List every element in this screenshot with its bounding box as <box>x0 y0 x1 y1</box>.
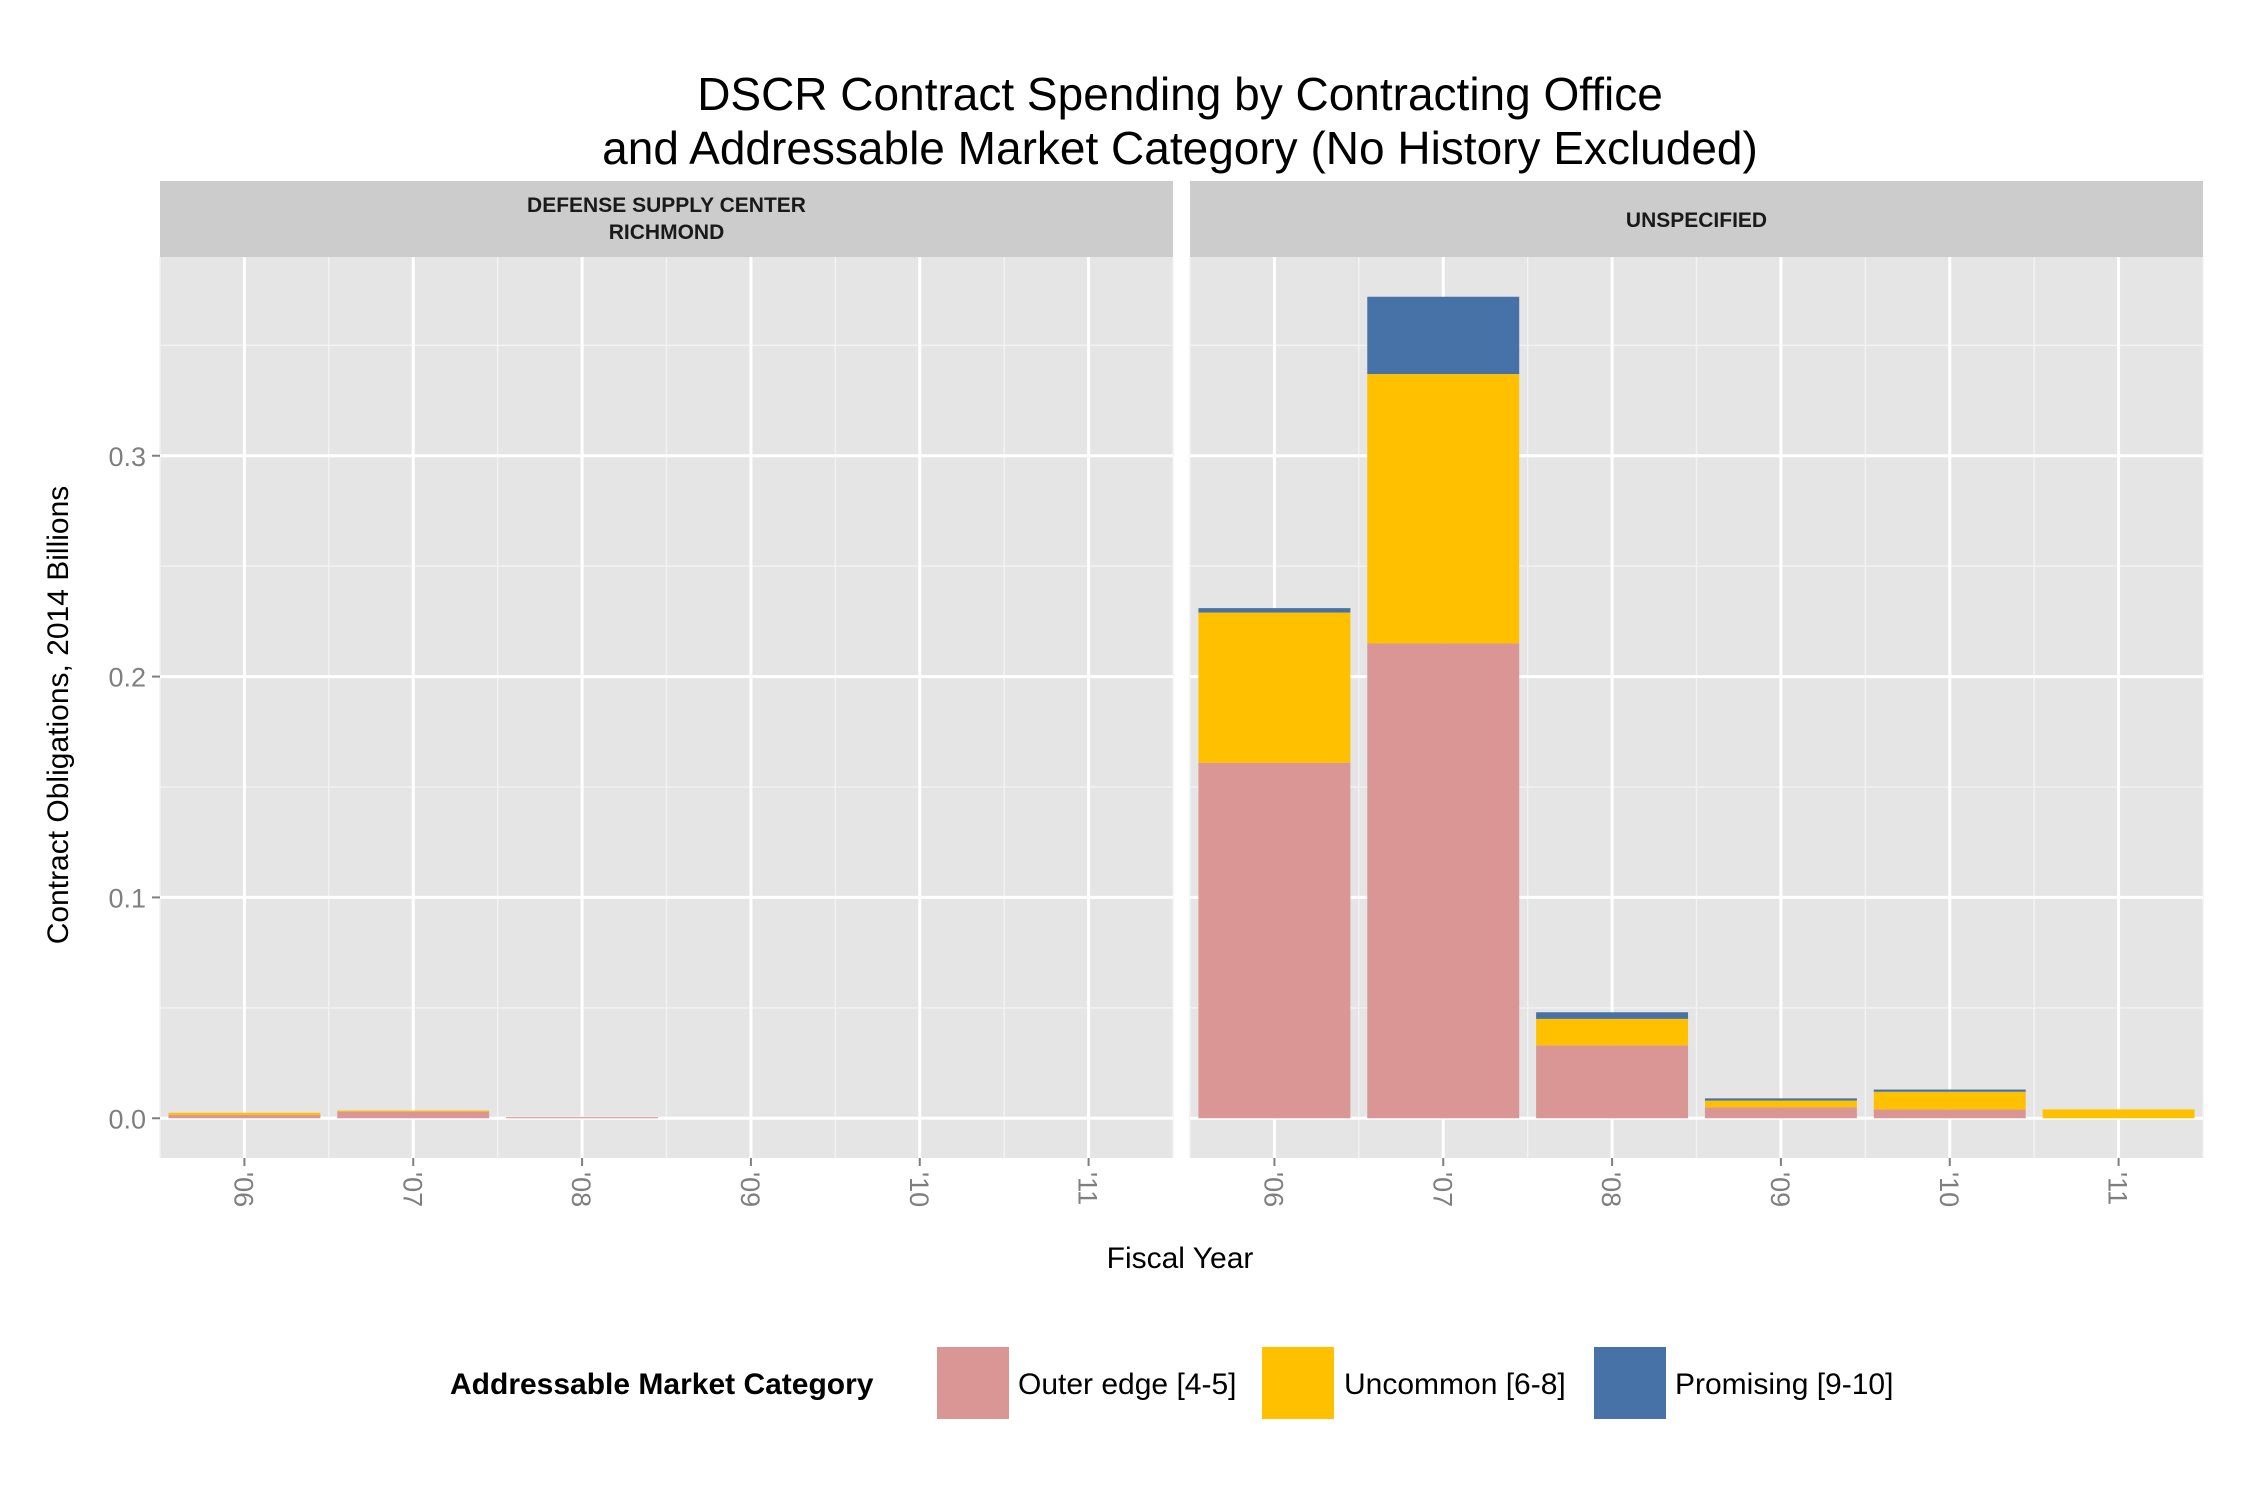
panel-strip-label-line1: DEFENSE SUPPLY CENTER <box>527 194 806 217</box>
legend-label-outer-edge-4-5: Outer edge [4-5] <box>1018 1368 1236 1401</box>
bar-outer-edge-4-5 <box>1536 1045 1689 1119</box>
x-tick-label: '07 <box>397 1172 427 1207</box>
bar-uncommon-6-8 <box>1536 1018 1689 1046</box>
y-axis-title: Contract Obligations, 2014 Billions <box>42 486 75 945</box>
bar-promising-9-10 <box>1367 296 1520 375</box>
panel-1: DEFENSE SUPPLY CENTER RICHMOND '06 '07 '08 '0… <box>159 181 1174 1207</box>
panel-strip-label: UNSPECIFIED <box>1626 209 1767 232</box>
bar-uncommon-6-8 <box>337 1110 490 1112</box>
panel-strip <box>1190 181 2203 257</box>
y-tick-label: 0.0 <box>108 1104 146 1134</box>
bar-promising-9-10 <box>1704 1098 1857 1101</box>
x-tick-label: '09 <box>1765 1172 1795 1207</box>
bar-outer-edge-4-5 <box>337 1111 490 1119</box>
legend-label-uncommon-6-8: Uncommon [6-8] <box>1344 1368 1566 1401</box>
bar-uncommon-6-8 <box>1873 1091 2026 1110</box>
panels-layer: DEFENSE SUPPLY CENTER RICHMOND '06 '07 '08 '0… <box>108 181 2204 1207</box>
panel-strip <box>160 181 1173 257</box>
bar-uncommon-6-8 <box>1198 612 1351 763</box>
x-tick-label: '09 <box>735 1172 765 1207</box>
bar-outer-edge-4-5 <box>168 1114 321 1119</box>
legend-key-outer-edge-4-5 <box>937 1347 1009 1419</box>
x-axis-title: Fiscal Year <box>1107 1242 1254 1275</box>
bar-outer-edge-4-5 <box>1873 1109 2026 1119</box>
legend-label-promising-9-10: Promising [9-10] <box>1675 1368 1893 1401</box>
y-axis: 0.0 0.1 0.2 0.3 <box>108 442 160 1134</box>
bar-promising-9-10 <box>1873 1089 2026 1092</box>
bar-promising-9-10 <box>1536 1012 1689 1019</box>
y-tick-label: 0.3 <box>108 442 146 472</box>
bar-outer-edge-4-5 <box>1198 762 1351 1119</box>
x-tick-label: '07 <box>1427 1172 1457 1207</box>
x-tick-label: '11 <box>1073 1172 1103 1205</box>
bar-promising-9-10 <box>1198 608 1351 613</box>
x-tick-label: '10 <box>1934 1172 1964 1207</box>
x-tick-label: '10 <box>904 1172 934 1207</box>
y-tick-label: 0.2 <box>108 663 146 693</box>
x-tick-label: '11 <box>2103 1172 2133 1205</box>
x-tick-label: '06 <box>1258 1172 1288 1207</box>
bar-uncommon-6-8 <box>1367 374 1520 644</box>
legend: Addressable Market Category Outer edge [… <box>450 1347 1893 1419</box>
x-tick-label: '08 <box>1596 1172 1626 1207</box>
bar-uncommon-6-8 <box>2042 1109 2195 1119</box>
panel-strip-label-line2: RICHMOND <box>609 221 725 244</box>
bar-uncommon-6-8 <box>168 1112 321 1115</box>
bar-outer-edge-4-5 <box>506 1117 659 1119</box>
bar-uncommon-6-8 <box>1704 1100 1857 1108</box>
bar-outer-edge-4-5 <box>1367 643 1520 1119</box>
x-tick-label: '06 <box>228 1172 258 1207</box>
y-tick-label: 0.1 <box>108 883 146 913</box>
legend-title: Addressable Market Category <box>450 1368 874 1401</box>
chart-title-line2: and Addressable Market Category (No Hist… <box>602 122 1758 174</box>
chart-title-line1: DSCR Contract Spending by Contracting Of… <box>697 68 1663 120</box>
panel-2: UNSPECIFIED '06 '07 '08 '09 '10 '11 <box>1189 181 2204 1207</box>
x-tick-label: '08 <box>566 1172 596 1207</box>
legend-key-uncommon-6-8 <box>1262 1347 1334 1419</box>
bar-outer-edge-4-5 <box>1704 1107 1857 1119</box>
legend-key-promising-9-10 <box>1594 1347 1666 1419</box>
